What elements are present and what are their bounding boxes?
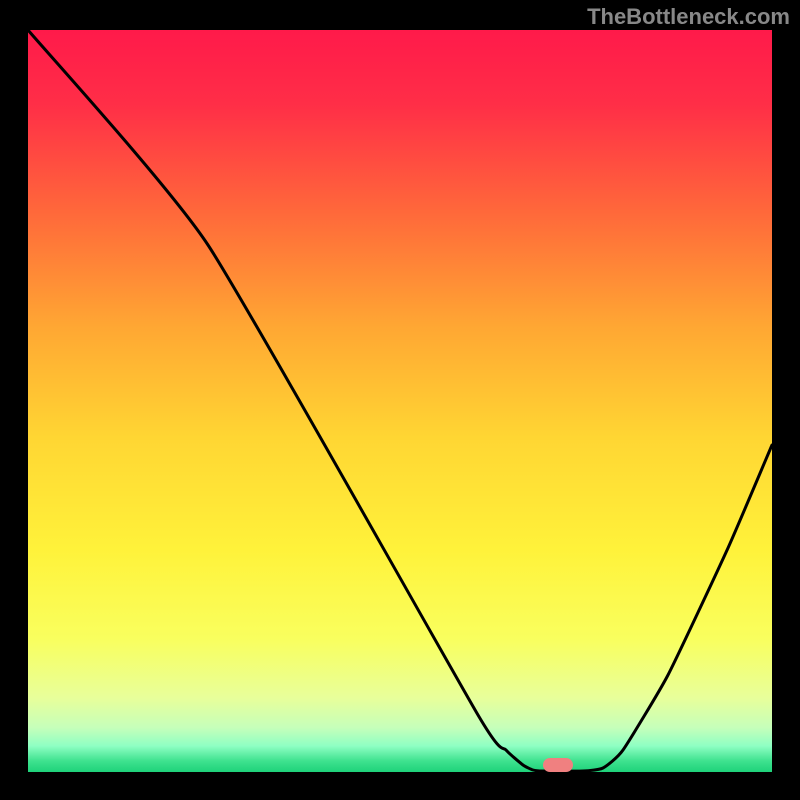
bottleneck-curve xyxy=(28,30,772,771)
bottleneck-marker xyxy=(543,758,573,772)
plot-area xyxy=(28,30,772,772)
chart-container: TheBottleneck.com xyxy=(0,0,800,800)
watermark-text: TheBottleneck.com xyxy=(587,4,790,30)
curve-svg xyxy=(28,30,772,772)
